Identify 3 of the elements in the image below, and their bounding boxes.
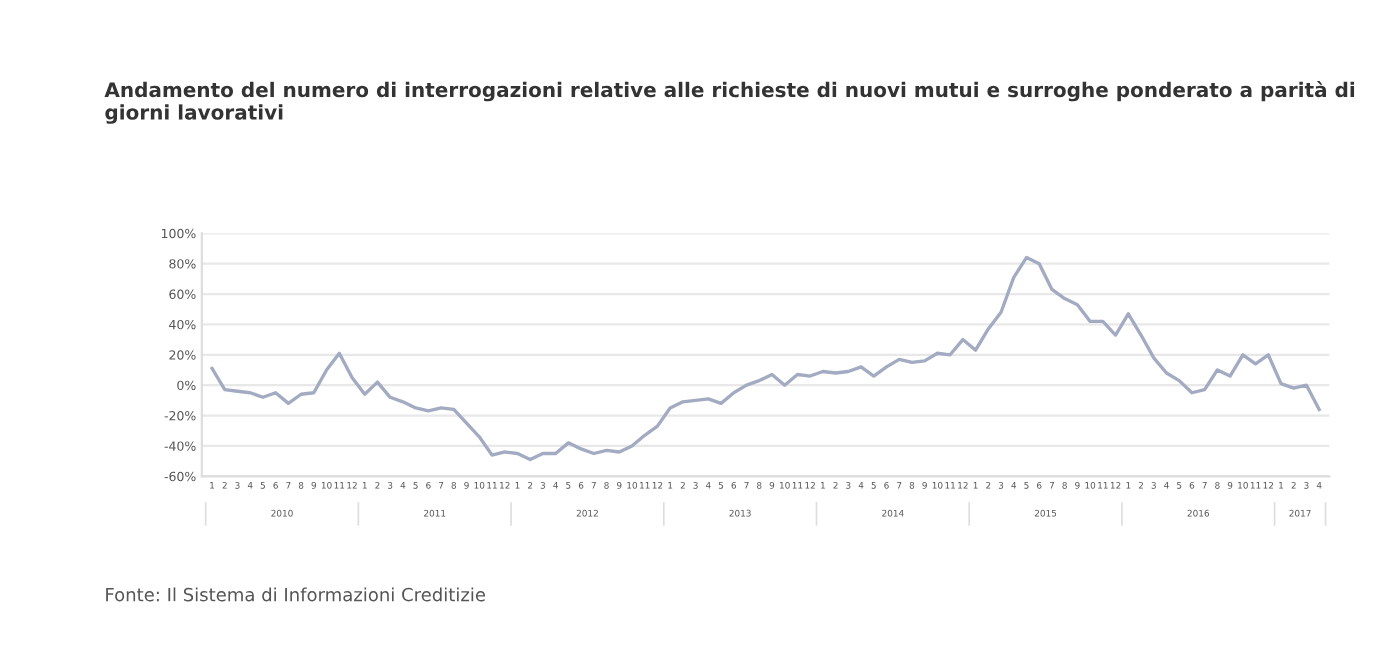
source-note: Fonte: Il Sistema di Informazioni Creditizie <box>106 587 486 602</box>
chart-title: Andamento del numero di interrogazioni relative alle richieste di nuovi mutui e surroghe ponderato a parità di giorni lavorativi <box>104 81 1355 124</box>
line-series <box>210 255 1321 462</box>
